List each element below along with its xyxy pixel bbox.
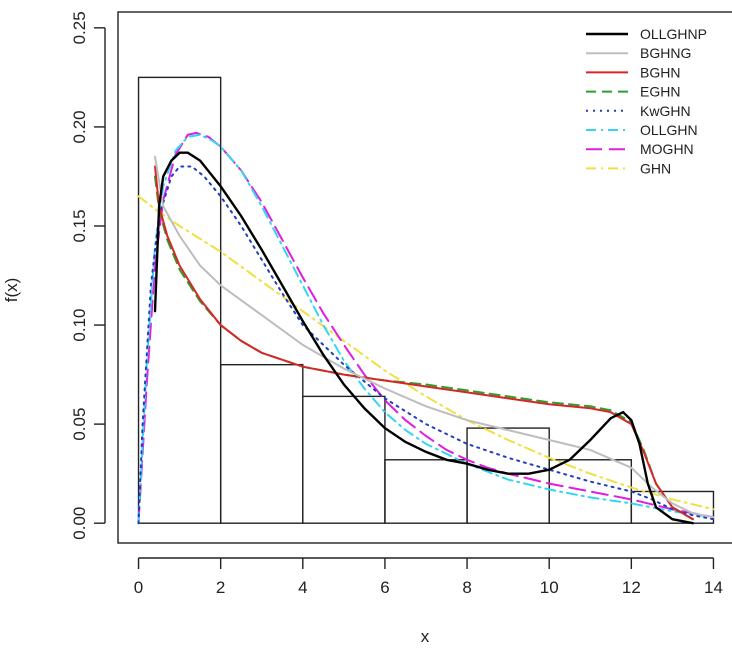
series-line-bghng: [154, 155, 715, 519]
histogram-bar: [137, 76, 222, 524]
legend-label-ollghn: OLLGHN: [640, 122, 698, 138]
series-line-ghn: [137, 195, 715, 511]
x-tick-label: 4: [298, 578, 307, 597]
legend-label-moghn: MOGHN: [640, 141, 694, 157]
legend-label-eghn: EGHN: [640, 84, 680, 100]
x-tick-label: 0: [134, 578, 143, 597]
x-axis-title: x: [421, 627, 430, 646]
legend: OLLGHNP BGHNG BGHN EGHN KwGHN OLLGHN MOGHN GHN: [586, 26, 707, 176]
series-line-kwghn: [137, 165, 715, 525]
histogram-bar: [630, 490, 715, 524]
series-line-ollghn: [137, 133, 715, 525]
legend-label-ghn: GHN: [640, 160, 671, 176]
x-tick-label: 2: [216, 578, 225, 597]
x-tick-label: 14: [704, 578, 723, 597]
legend-label-kwghn: KwGHN: [640, 103, 691, 119]
y-axis-title: f(x): [2, 278, 21, 303]
x-tick-label: 6: [380, 578, 389, 597]
x-tick-label: 10: [540, 578, 559, 597]
y-tick-label: 0.05: [70, 408, 89, 441]
legend-label-ollghnp: OLLGHNP: [640, 26, 707, 42]
plot-frame: [117, 11, 732, 544]
legend-label-bghn: BGHN: [640, 64, 680, 80]
x-axis: 0 2 4 6 8 10 12 14: [134, 557, 723, 597]
y-axis: 0.00 0.05 0.10 0.15 0.20 0.25: [70, 11, 106, 540]
y-tick-label: 0.00: [70, 507, 89, 540]
y-tick-label: 0.25: [70, 11, 89, 44]
y-tick-label: 0.10: [70, 309, 89, 342]
legend-label-bghng: BGHNG: [640, 45, 691, 61]
y-tick-label: 0.20: [70, 110, 89, 143]
y-tick-label: 0.15: [70, 209, 89, 242]
x-tick-label: 12: [622, 578, 641, 597]
series-line-ollghnp: [153, 151, 695, 525]
x-tick-label: 8: [462, 578, 471, 597]
density-curves: [137, 131, 715, 525]
histogram: [137, 76, 715, 524]
